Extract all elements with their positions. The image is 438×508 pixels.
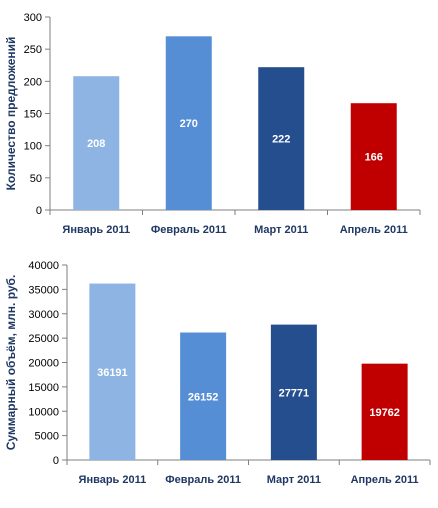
total-volume-chart: 0 5000 10000 15000 20000 25000 30000 35000 40000… bbox=[0, 253, 438, 503]
bar bbox=[270, 324, 317, 460]
offers-count-chart-svg: 0 50 100 150 200 250 300 208 Январь 2011 270 Февра… bbox=[4, 12, 421, 236]
data-label: 270 bbox=[180, 118, 198, 130]
y-axis-title: Количество предложений bbox=[4, 37, 18, 191]
y-tick-label: 0 bbox=[53, 455, 59, 467]
data-label: 208 bbox=[87, 138, 105, 150]
offers-count-chart: 0 50 100 150 200 250 300 208 Январь 2011 270 Февра… bbox=[0, 0, 438, 245]
category-label: Январь 2011 bbox=[79, 474, 147, 486]
total-volume-chart-svg: 0 5000 10000 15000 20000 25000 30000 35000 40000… bbox=[4, 260, 431, 486]
category-label: Апрель 2011 bbox=[351, 474, 419, 486]
data-label: 222 bbox=[272, 134, 290, 146]
bar bbox=[165, 36, 212, 210]
y-tick-label: 30000 bbox=[28, 309, 59, 321]
category-label: Март 2011 bbox=[267, 474, 321, 486]
y-tick-label: 5000 bbox=[35, 431, 59, 443]
category-label: Апрель 2011 bbox=[340, 224, 408, 236]
y-tick-label: 300 bbox=[24, 12, 42, 24]
bar bbox=[89, 283, 136, 460]
y-tick-label: 10000 bbox=[28, 406, 59, 418]
y-tick-label: 0 bbox=[36, 205, 42, 217]
y-tick-label: 40000 bbox=[28, 260, 59, 272]
category-label: Февраль 2011 bbox=[165, 474, 241, 486]
category-label: Февраль 2011 bbox=[151, 224, 227, 236]
y-tick-label: 250 bbox=[24, 44, 42, 56]
y-tick-label: 15000 bbox=[28, 382, 59, 394]
data-label: 166 bbox=[365, 152, 383, 164]
bar bbox=[73, 76, 120, 210]
data-label: 36191 bbox=[97, 367, 128, 379]
y-tick-label: 20000 bbox=[28, 358, 59, 370]
y-tick-label: 100 bbox=[24, 141, 42, 153]
bar bbox=[180, 332, 227, 460]
data-label: 26152 bbox=[188, 391, 219, 403]
data-label: 27771 bbox=[279, 387, 310, 399]
bar bbox=[258, 67, 305, 211]
y-axis-title: Суммарный объём, млн. руб. bbox=[4, 275, 18, 451]
y-tick-label: 50 bbox=[30, 173, 42, 185]
category-label: Март 2011 bbox=[254, 224, 308, 236]
y-tick-label: 200 bbox=[24, 76, 42, 88]
bar bbox=[350, 103, 397, 210]
category-label: Январь 2011 bbox=[62, 224, 130, 236]
y-tick-label: 150 bbox=[24, 109, 42, 121]
data-label: 19762 bbox=[369, 407, 400, 419]
bar bbox=[361, 363, 408, 460]
y-tick-label: 25000 bbox=[28, 333, 59, 345]
y-tick-label: 35000 bbox=[28, 284, 59, 296]
